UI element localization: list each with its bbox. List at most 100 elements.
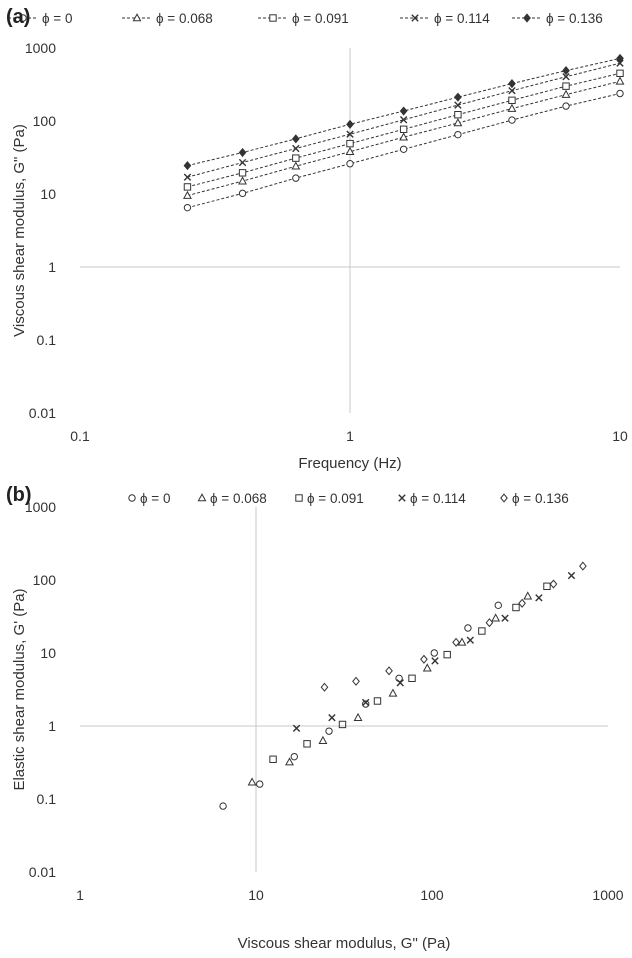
legend-marker bbox=[411, 14, 419, 22]
series-1 bbox=[183, 76, 625, 199]
panel-a: 0.01 0.1 1 10 100 1000 0.1 1 10 Frequency (Hz) Vis… bbox=[0, 0, 632, 478]
series-0 bbox=[183, 89, 624, 212]
data-point bbox=[352, 676, 360, 686]
y-tick-label: 1 bbox=[48, 259, 56, 275]
data-point bbox=[345, 146, 355, 155]
data-point bbox=[543, 582, 551, 590]
chart-a: 0.01 0.1 1 10 100 1000 0.1 1 10 Frequency (Hz) Vis… bbox=[8, 11, 628, 472]
legend-label: ϕ = 0.068 bbox=[156, 11, 213, 26]
data-point bbox=[292, 724, 301, 732]
data-point bbox=[338, 720, 347, 729]
data-point bbox=[579, 561, 587, 571]
data-point bbox=[361, 698, 370, 707]
data-point bbox=[285, 757, 294, 766]
data-point bbox=[256, 780, 264, 788]
y-tick-label: 1 bbox=[48, 718, 56, 734]
legend-label: ϕ = 0.136 bbox=[512, 491, 569, 506]
data-point bbox=[452, 637, 460, 647]
data-point bbox=[346, 119, 354, 129]
y-tick-label: 10 bbox=[40, 645, 56, 661]
legend-label: ϕ = 0 bbox=[42, 11, 72, 26]
data-point bbox=[399, 116, 408, 124]
legend-label: ϕ = 0.091 bbox=[292, 11, 349, 26]
series-1 bbox=[247, 591, 533, 786]
legend-marker bbox=[500, 493, 508, 503]
series-3 bbox=[183, 59, 624, 181]
y-tick-label: 100 bbox=[33, 113, 57, 129]
data-point bbox=[408, 674, 416, 683]
data-point bbox=[457, 637, 467, 646]
data-point bbox=[464, 624, 472, 632]
legend-label: ϕ = 0.136 bbox=[546, 11, 603, 26]
x-tick-label: 100 bbox=[420, 887, 444, 903]
legend-label: ϕ = 0.091 bbox=[307, 491, 364, 506]
data-point bbox=[238, 147, 247, 158]
data-point bbox=[361, 700, 370, 708]
data-point bbox=[507, 103, 517, 112]
data-point bbox=[303, 740, 311, 748]
data-point bbox=[292, 144, 300, 153]
data-point bbox=[508, 116, 516, 124]
data-point bbox=[399, 125, 408, 133]
panel-b-label: (b) bbox=[6, 484, 32, 506]
legend-label: ϕ = 0.068 bbox=[210, 491, 267, 506]
data-point bbox=[508, 96, 516, 105]
data-point bbox=[238, 169, 247, 177]
data-point bbox=[491, 613, 501, 622]
data-point bbox=[616, 69, 624, 78]
legend-marker bbox=[295, 494, 303, 502]
y-axis-label: Viscous shear modulus, G" (Pa) bbox=[11, 124, 28, 337]
data-point bbox=[512, 603, 520, 612]
data-point bbox=[328, 713, 336, 722]
series-3 bbox=[292, 571, 576, 732]
series-0 bbox=[219, 601, 502, 810]
x-tick-label: 1000 bbox=[592, 887, 623, 903]
data-point bbox=[183, 190, 192, 199]
data-point bbox=[290, 752, 298, 761]
data-point bbox=[567, 571, 576, 580]
data-point bbox=[238, 189, 247, 198]
data-point bbox=[183, 173, 192, 181]
data-point bbox=[431, 657, 439, 665]
data-point bbox=[616, 89, 624, 98]
data-point bbox=[615, 76, 625, 85]
data-point bbox=[523, 591, 533, 600]
data-point bbox=[616, 59, 624, 67]
chart-b: 0.01 0.1 1 10 100 1000 1 10 100 1000 Viscous shear… bbox=[11, 491, 624, 952]
data-point bbox=[346, 139, 354, 148]
y-tick-label: 10 bbox=[40, 186, 56, 202]
data-point bbox=[466, 636, 474, 644]
y-tick-label: 0.01 bbox=[29, 864, 56, 880]
legend-label: ϕ = 0 bbox=[140, 491, 170, 506]
series-4 bbox=[320, 561, 587, 692]
data-point bbox=[508, 79, 516, 89]
panel-b: 0.01 0.1 1 10 100 1000 1 10 100 1000 Viscous shear… bbox=[0, 478, 632, 958]
data-point bbox=[238, 158, 247, 167]
series-2 bbox=[269, 582, 551, 763]
data-point bbox=[399, 132, 409, 141]
series-2 bbox=[183, 69, 624, 191]
data-point bbox=[518, 598, 526, 608]
data-point bbox=[501, 614, 509, 622]
data-point bbox=[269, 755, 277, 763]
data-point bbox=[562, 82, 570, 90]
data-point bbox=[399, 145, 408, 153]
data-point bbox=[291, 134, 300, 144]
data-point bbox=[318, 735, 328, 744]
data-point bbox=[396, 679, 404, 687]
data-point bbox=[320, 682, 329, 692]
series-4 bbox=[183, 53, 624, 171]
data-point bbox=[562, 102, 570, 110]
data-point bbox=[291, 161, 301, 170]
data-point bbox=[508, 87, 516, 95]
data-point bbox=[325, 727, 333, 735]
data-point bbox=[430, 649, 438, 657]
x-tick-label: 1 bbox=[346, 428, 354, 444]
data-point bbox=[183, 161, 192, 171]
data-point bbox=[388, 688, 398, 697]
data-point bbox=[292, 154, 300, 162]
data-point bbox=[454, 101, 462, 109]
y-tick-label: 0.1 bbox=[37, 791, 57, 807]
data-point bbox=[494, 601, 502, 610]
legend-label: ϕ = 0.114 bbox=[434, 11, 490, 26]
